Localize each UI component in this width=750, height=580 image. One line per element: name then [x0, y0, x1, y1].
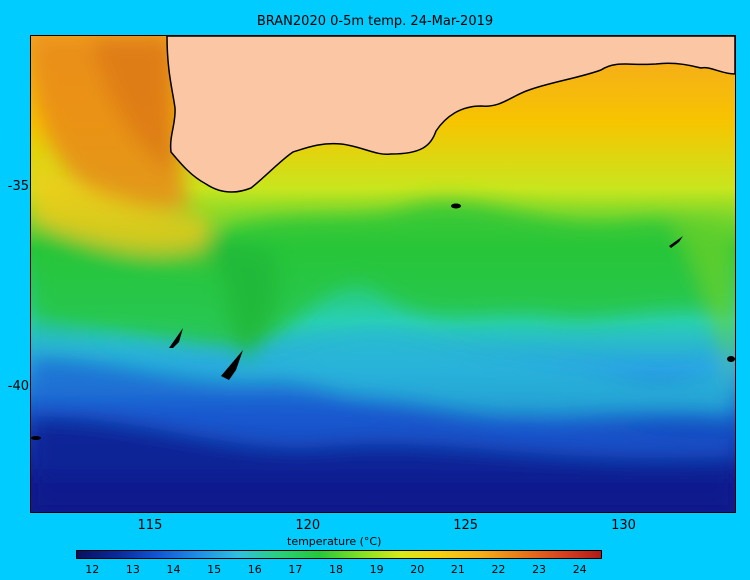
- colorbar-tick-label: 20: [410, 563, 425, 576]
- temperature-eddies: [31, 36, 735, 512]
- colorbar-tick-label: 15: [207, 563, 222, 576]
- colorbar: [76, 550, 602, 559]
- x-tick-label: 130: [611, 518, 636, 533]
- temperature-map[interactable]: [30, 35, 736, 513]
- colorbar-tick-label: 13: [125, 563, 140, 576]
- kangaroo-island: [669, 236, 683, 248]
- green-band: [31, 201, 735, 346]
- island-recherche: [451, 203, 461, 209]
- island-south: [221, 350, 243, 380]
- deep-blue-band: [31, 416, 735, 512]
- colorbar-tick-label: 14: [166, 563, 181, 576]
- islands: [31, 203, 735, 440]
- map-title: BRAN2020 0-5m temp. 24-Mar-2019: [256, 14, 494, 29]
- warm-core: [91, 36, 181, 176]
- island-west: [169, 328, 183, 348]
- colorbar-tick-label: 16: [247, 563, 262, 576]
- y-tick-label: -40: [7, 379, 29, 394]
- green-tongue-south: [201, 236, 280, 366]
- colorbar-tick-label: 24: [572, 563, 587, 576]
- y-tick-label: -35: [7, 179, 29, 194]
- x-tick-label: 115: [137, 518, 163, 533]
- x-tick-label: 120: [295, 518, 321, 533]
- map-canvas: [31, 36, 735, 512]
- east-warm-tongue: [671, 216, 735, 396]
- colorbar-label: temperature (°C): [287, 535, 382, 548]
- colorbar-tick-label: 12: [85, 563, 100, 576]
- land-mass: [166, 36, 735, 193]
- colorbar-tick-label: 19: [369, 563, 384, 576]
- colorbar-tick-label: 21: [450, 563, 465, 576]
- island-east-edge: [727, 356, 735, 362]
- x-tick-label: 125: [453, 518, 479, 533]
- colorbar-tick-label: 17: [288, 563, 303, 576]
- colorbar-tick-label: 23: [532, 563, 547, 576]
- colorbar-tick-label: 22: [491, 563, 506, 576]
- island-west-edge: [31, 436, 41, 440]
- colorbar-tick-label: 18: [328, 563, 343, 576]
